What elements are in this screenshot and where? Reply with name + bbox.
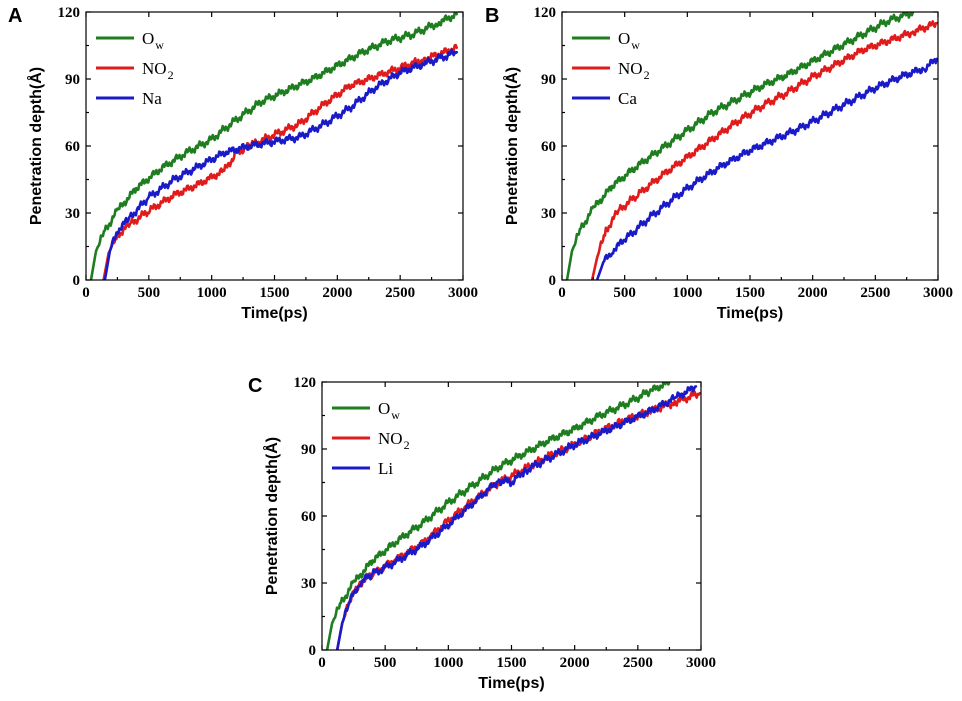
y-tick-label: 0 (73, 273, 81, 289)
y-axis-title: Penetration depth(Å) (502, 67, 521, 225)
y-tick-label: 0 (549, 273, 557, 289)
panel-label: A (8, 5, 22, 27)
series-line-no2 (590, 20, 938, 280)
y-tick-label: 30 (541, 206, 556, 222)
legend: Ow NO2 Na (96, 29, 174, 108)
series-line-ca (595, 57, 938, 280)
y-tick-label: 30 (65, 206, 80, 222)
chart-panel-a: A 0 500 1000 1500 2000 2500 3000 0 30 60 90 120 Time(… (8, 5, 478, 322)
plot-frame (321, 381, 702, 651)
series-line-ow (89, 12, 459, 280)
chart-panel-c: C 0 500 1000 1500 2000 2500 3000 0 30 60 90 120 Time(… (248, 375, 716, 692)
series-line-ow (325, 382, 671, 650)
x-tick-label: 1500 (260, 285, 290, 301)
x-tick-label: 1000 (197, 285, 227, 301)
series-line-li (335, 385, 698, 650)
x-tick-label: 2000 (560, 655, 590, 671)
x-tick-label: 2000 (322, 285, 352, 301)
y-tick-label: 30 (301, 576, 316, 592)
legend-label-ow: Ow (378, 399, 400, 422)
series-line-no2 (102, 43, 459, 280)
x-tick-label: 0 (318, 655, 326, 671)
legend-label-no2: NO2 (142, 59, 174, 82)
y-tick-label: 60 (65, 139, 80, 155)
plot-frame (85, 11, 464, 281)
panel-label: C (248, 375, 262, 397)
x-tick-label: 0 (558, 285, 566, 301)
x-axis-title: Time(ps) (241, 305, 307, 322)
x-tick-label: 2000 (798, 285, 828, 301)
y-tick-label: 120 (58, 5, 81, 21)
x-tick-label: 3000 (686, 655, 716, 671)
x-tick-label: 1500 (735, 285, 765, 301)
legend-label-ow: Ow (142, 29, 164, 52)
y-tick-label: 0 (309, 643, 317, 659)
y-tick-label: 90 (301, 442, 316, 458)
x-axis-title: Time(ps) (478, 675, 544, 692)
x-tick-label: 500 (374, 655, 397, 671)
y-tick-label: 60 (301, 509, 316, 525)
plot-frame (561, 11, 939, 281)
legend-label-no2: NO2 (618, 59, 650, 82)
y-tick-label: 90 (65, 72, 80, 88)
series-line-ow (565, 12, 915, 280)
legend-label-ow: Ow (618, 29, 640, 52)
x-tick-label: 2500 (623, 655, 653, 671)
x-tick-label: 2500 (385, 285, 415, 301)
panel-label: B (485, 5, 499, 27)
x-tick-label: 2500 (860, 285, 890, 301)
y-tick-label: 120 (534, 5, 557, 21)
legend-label-no2: NO2 (378, 429, 410, 452)
x-axis-title: Time(ps) (717, 305, 783, 322)
x-tick-label: 500 (613, 285, 636, 301)
legend-label-li: Li (378, 459, 393, 478)
y-axis-title: Penetration depth(Å) (26, 67, 45, 225)
x-tick-label: 500 (138, 285, 161, 301)
legend: Ow NO2 Ca (572, 29, 650, 108)
x-tick-label: 0 (82, 285, 90, 301)
legend-label-ca: Ca (618, 89, 637, 108)
y-axis-title: Penetration depth(Å) (262, 437, 281, 595)
y-tick-label: 90 (541, 72, 556, 88)
x-tick-label: 1500 (497, 655, 527, 671)
x-tick-label: 3000 (923, 285, 953, 301)
chart-panel-b: B 0 500 1000 1500 2000 2500 3000 0 30 60 90 120 Time(… (485, 5, 953, 322)
x-tick-label: 1000 (433, 655, 463, 671)
y-tick-label: 120 (294, 375, 317, 391)
legend: Ow NO2 Li (332, 399, 410, 478)
series-line-na (103, 48, 459, 280)
legend-label-na: Na (142, 89, 162, 108)
x-tick-label: 3000 (448, 285, 478, 301)
y-tick-label: 60 (541, 139, 556, 155)
x-tick-label: 1000 (672, 285, 702, 301)
